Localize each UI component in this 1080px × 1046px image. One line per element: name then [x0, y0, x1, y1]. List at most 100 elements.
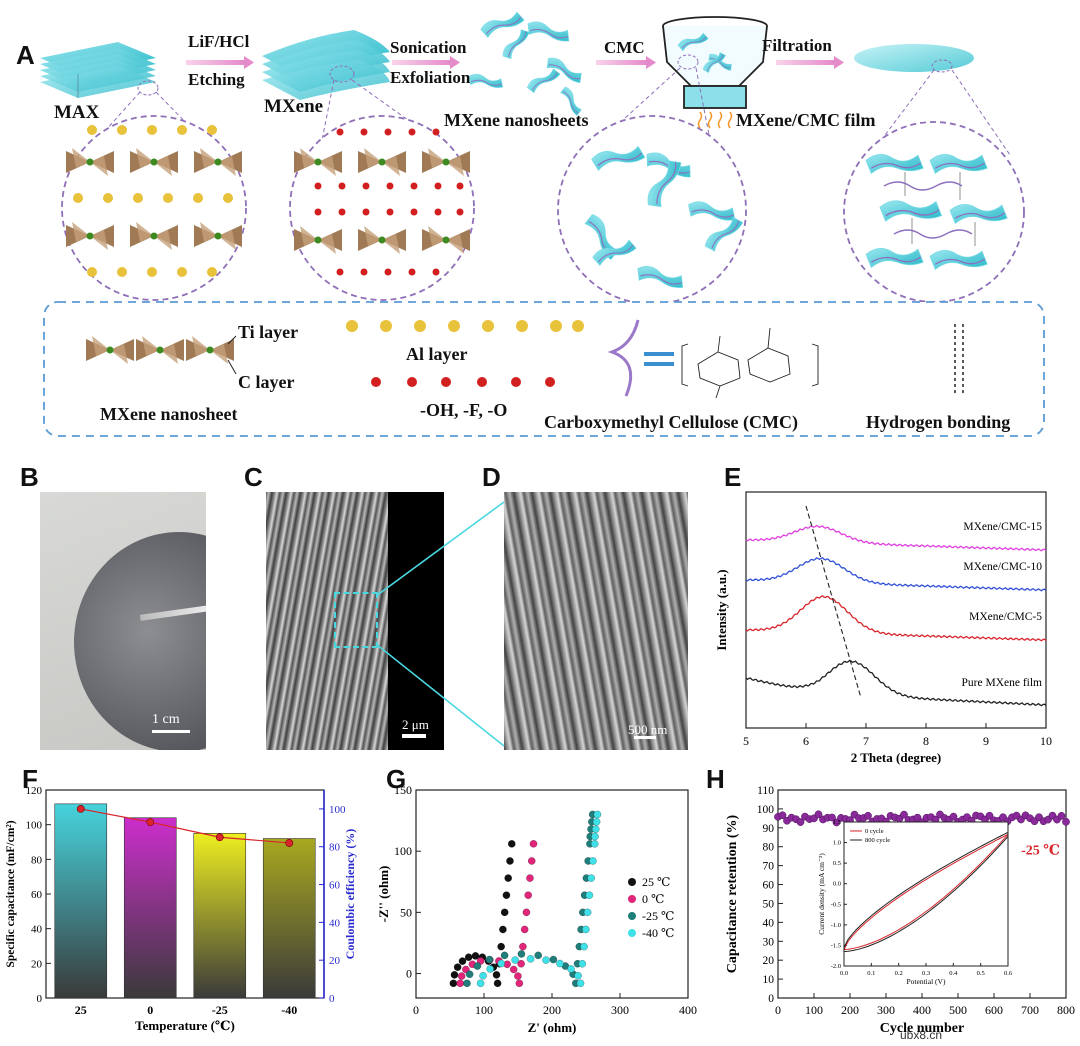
data-point — [457, 972, 466, 980]
y-right-tick-label: 60 — [329, 880, 341, 892]
data-point — [517, 950, 526, 958]
film-structure-circle — [843, 121, 1025, 303]
dispersion-circle — [557, 115, 747, 305]
data-point — [527, 857, 536, 865]
y-tick-label: 20 — [31, 958, 43, 970]
film-photo — [40, 492, 206, 750]
legend-marker — [628, 895, 636, 903]
x-tick-label: 10 — [1040, 734, 1052, 748]
data-point — [492, 970, 501, 979]
inset-y-tick-label: -2.0 — [831, 963, 841, 970]
bar — [123, 817, 177, 999]
data-point — [522, 908, 531, 917]
data-point — [913, 813, 922, 822]
y-tick-label: 60 — [763, 880, 775, 892]
legend-nanosheet — [86, 335, 237, 375]
y-tick-label: 30 — [763, 936, 775, 948]
data-point — [583, 908, 592, 917]
inset-legend-label: 800 cycle — [865, 837, 890, 844]
legend-label: -40 ℃ — [642, 926, 674, 940]
data-point — [524, 891, 533, 900]
data-point — [542, 956, 550, 964]
inset-x-label: Potential (V) — [907, 977, 946, 986]
legend-marker — [628, 912, 636, 920]
x-tick-label: 100 — [475, 1003, 493, 1017]
inset-x-tick-label: 0.6 — [1004, 970, 1013, 977]
xrd-chart: 5 6 7 8 9 10 2 Theta (degree) Intensity (a.u.) M… — [714, 491, 1052, 765]
watermark: ubx8.cn — [900, 1028, 943, 1042]
y-tick-label: 60 — [31, 889, 43, 901]
data-point — [526, 874, 534, 882]
max-stack — [40, 42, 159, 98]
data-point — [493, 979, 502, 988]
data-point — [515, 979, 524, 988]
x-tick-label: 0 — [775, 1003, 781, 1017]
data-point — [486, 965, 494, 973]
data-point — [580, 942, 588, 951]
data-point — [463, 979, 471, 988]
hbond-label: Hydrogen bonding — [866, 412, 1011, 432]
panel-label-h: H — [706, 764, 725, 794]
y-tick-label: 40 — [31, 924, 43, 936]
efficiency-point — [76, 805, 85, 813]
y-tick-label: 100 — [26, 820, 43, 832]
y-tick-label: 0 — [768, 993, 774, 1005]
inset-y-tick-label: 0.0 — [833, 881, 841, 888]
y-tick-label: 80 — [763, 842, 775, 854]
cmc-step-label: CMC — [604, 38, 645, 57]
legend-al-dots — [346, 320, 584, 332]
data-point — [509, 965, 518, 974]
efficiency-line — [80, 808, 290, 844]
data-point — [985, 811, 994, 820]
panel-label-g: G — [386, 764, 407, 794]
series-line — [745, 595, 1047, 642]
y-right-tick-label: 0 — [329, 993, 335, 1005]
efficiency-point — [146, 818, 155, 827]
x-tick-label: 200 — [543, 1003, 561, 1017]
panel-label-c: C — [244, 462, 263, 492]
inset-y-tick-label: 1.5 — [833, 819, 841, 826]
data-point — [519, 942, 527, 951]
scale-d: 500 nm — [628, 722, 668, 737]
x-tick-label: 7 — [863, 734, 869, 748]
inset-x-tick-label: 0.3 — [922, 970, 930, 977]
peak-shift-guide — [805, 505, 862, 699]
data-point — [464, 953, 473, 962]
y-right-tick-label: 40 — [329, 917, 341, 929]
y-tick-label: 40 — [763, 917, 775, 929]
legend-label: 0 ℃ — [642, 892, 664, 906]
bar — [54, 803, 108, 999]
data-point — [485, 955, 494, 964]
series-line — [745, 659, 1047, 707]
y-tick-label: 80 — [31, 854, 43, 866]
data-point — [591, 832, 599, 841]
y-tick-label: 50 — [400, 905, 412, 919]
inset-legend-label: 0 cycle — [865, 828, 884, 835]
series-line — [745, 556, 1047, 592]
al-layer-label: Al layer — [406, 344, 468, 364]
y-tick-label: 10 — [763, 974, 775, 986]
sem-cross-section — [266, 492, 444, 750]
data-point — [949, 812, 958, 821]
efficiency-point — [215, 833, 224, 842]
y-tick-label: 20 — [763, 955, 775, 967]
y-axis-label: Capacitance retention (%) — [725, 814, 740, 973]
data-point — [456, 979, 465, 988]
panel-label-a: A — [16, 40, 35, 70]
mxene-crystal-circle — [289, 115, 475, 301]
cmc-structure — [681, 327, 819, 399]
x-tick-label: 6 — [803, 734, 809, 748]
data-point — [514, 972, 522, 980]
inset-x-tick-label: 0.4 — [949, 970, 958, 977]
data-point — [574, 971, 582, 980]
nanosheets-label: MXene nanosheets — [444, 110, 589, 130]
data-point — [864, 811, 872, 820]
data-point — [511, 956, 519, 964]
x-tick-label: 500 — [949, 1003, 967, 1017]
series-label: MXene/CMC-15 — [963, 521, 1042, 533]
nyquist-chart: 0 100 200 300 400 0 50 100 150 Z' (ohm) -Z'' (ohm)… — [376, 783, 697, 1035]
x-tick-label: 400 — [913, 1003, 931, 1017]
data-point — [593, 810, 602, 819]
annotation-temp: -25 ℃ — [1021, 843, 1060, 858]
data-point — [502, 891, 511, 900]
